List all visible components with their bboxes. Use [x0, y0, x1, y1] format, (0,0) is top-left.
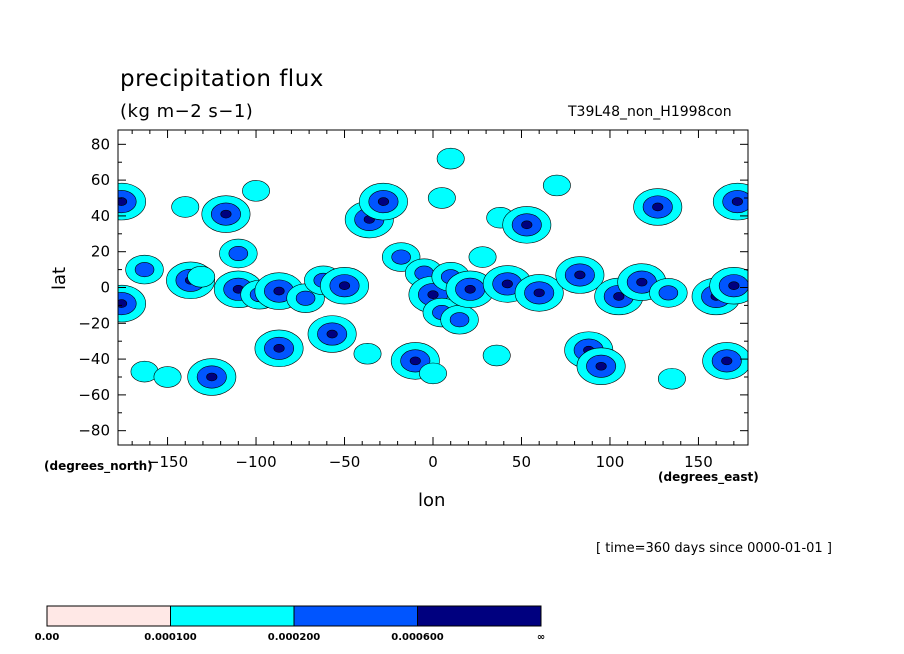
precip-cell-50-level-3: [721, 356, 733, 366]
precip-cell-34-level-1: [468, 246, 497, 268]
colorbar-swatch: [170, 605, 295, 627]
precip-cell-29-level-1: [436, 147, 465, 170]
colorbar-swatch: [293, 605, 418, 627]
precip-cell-19-level-3: [338, 281, 351, 291]
y-tick-label: 0: [100, 279, 110, 297]
precip-cell-43-level-3: [595, 361, 607, 371]
y-tick-label: 20: [91, 243, 110, 261]
run-label: T39L48_non_H1998con: [568, 104, 732, 120]
y-tick-label: 60: [91, 171, 110, 189]
chart-title: precipitation flux: [120, 66, 324, 92]
time-label: [ time=360 days since 0000-01-01 ]: [596, 541, 832, 556]
y-tick-label: −60: [78, 386, 110, 404]
contour-fill-layer: [118, 147, 748, 396]
precip-cell-5-level-1: [171, 196, 200, 218]
precip-cell-33-level-3: [464, 284, 476, 294]
y-tick-label: −40: [78, 350, 110, 368]
x-tick-label: 150: [684, 453, 713, 471]
precip-cell-52-level-3: [731, 197, 743, 206]
precip-cell-21-level-3: [377, 197, 389, 206]
x-tick-label: 0: [428, 453, 438, 471]
precip-cell-39-level-3: [533, 288, 545, 298]
precip-cell-10-level-2: [228, 245, 249, 261]
colorbar-label: 0.00: [35, 632, 60, 643]
x-units-label: (degrees_east): [658, 470, 759, 484]
precip-cell-47-level-2: [658, 285, 679, 301]
precip-cell-0-level-2: [118, 190, 137, 214]
precip-cell-1-level-2: [118, 292, 137, 316]
precip-cell-16-level-2: [295, 290, 316, 306]
precip-cell-22-level-1: [353, 343, 382, 365]
precip-cell-9-level-3: [220, 209, 232, 219]
colorbar-swatch: [417, 605, 542, 627]
precip-cell-45-level-3: [636, 277, 648, 287]
y-tick-label: 80: [91, 135, 110, 153]
colorbar-label: 0.000600: [391, 632, 444, 643]
precip-cell-2-level-2: [134, 262, 155, 278]
x-axis-label: lon: [418, 490, 446, 511]
axes-layer: −150 −100 −50 0 50 100 150 80 60 40 20 0 −20 −40 −60 −8…: [78, 129, 749, 471]
y-tick-label: −20: [78, 314, 110, 332]
precip-cell-8-level-3: [206, 372, 218, 382]
x-tick-label: 100: [596, 453, 625, 471]
y-tick-label: 40: [91, 207, 110, 225]
colorbar-swatch: [46, 605, 171, 627]
precip-cell-51-level-3: [728, 281, 740, 291]
precip-cell-32-level-2: [449, 312, 470, 328]
precip-cell-14-level-3: [273, 286, 285, 296]
precip-cell-4-level-1: [153, 366, 182, 388]
precip-cell-24-level-3: [409, 356, 421, 366]
precip-cell-23-level-2: [391, 249, 411, 265]
precip-cell-28-level-1: [427, 187, 456, 209]
precip-cell-38-level-3: [521, 220, 533, 230]
precip-cell-46-level-3: [652, 202, 664, 212]
x-tick-label: −50: [329, 453, 361, 471]
precip-cell-12-level-1: [242, 180, 270, 202]
colorbar: 0.00 0.000100 0.000200 0.000600 ∞: [35, 605, 545, 643]
precip-cell-7-level-1: [187, 266, 216, 288]
precip-cell-30-level-1: [419, 362, 447, 385]
colorbar-label: 0.000100: [144, 632, 197, 643]
precip-cell-35-level-1: [482, 344, 511, 367]
precip-cell-18-level-3: [326, 329, 338, 339]
precip-cell-26-level-3: [427, 290, 439, 299]
y-tick-label: −80: [78, 422, 110, 440]
x-tick-label: −100: [235, 453, 276, 471]
precip-cell-37-level-3: [501, 279, 513, 289]
colorbar-label: 0.000200: [268, 632, 321, 643]
colorbar-label: ∞: [537, 632, 545, 643]
precip-cell-44-level-3: [613, 292, 625, 301]
y-units-label: (degrees_north): [44, 459, 153, 473]
precip-cell-48-level-1: [657, 368, 686, 390]
x-tick-label: 50: [512, 453, 531, 471]
x-tick-label: −150: [147, 453, 188, 471]
precip-cell-40-level-1: [542, 174, 571, 197]
precip-cell-41-level-3: [574, 270, 586, 280]
chart-units: (kg m−2 s−1): [120, 101, 254, 122]
precip-cell-15-level-3: [273, 344, 285, 353]
